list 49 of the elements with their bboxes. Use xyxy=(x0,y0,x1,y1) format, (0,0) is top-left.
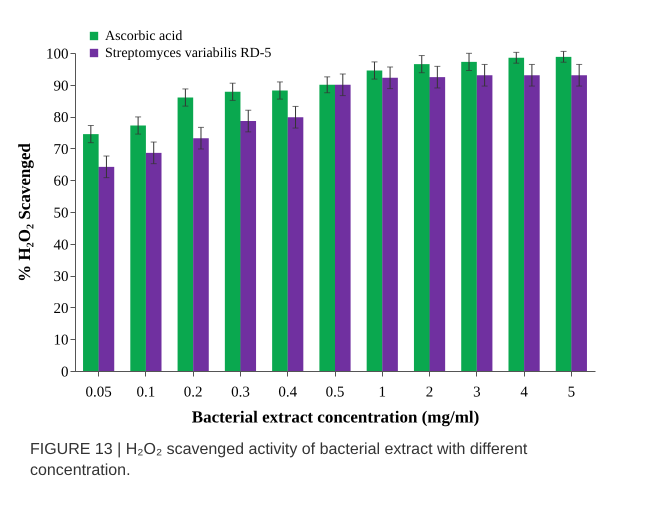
y-tick-label: 90 xyxy=(54,78,68,94)
y-tick-label: 60 xyxy=(54,174,68,190)
legend-label: Ascorbic acid xyxy=(105,29,182,44)
x-tick-label: 5 xyxy=(568,384,576,400)
y-tick-label: 10 xyxy=(54,332,68,349)
bar xyxy=(272,90,288,371)
bar xyxy=(178,98,194,371)
bar xyxy=(146,152,162,371)
x-tick-label: 2 xyxy=(426,384,434,400)
bar xyxy=(83,134,99,371)
bar xyxy=(335,84,351,371)
bar xyxy=(319,84,335,371)
x-tick-label: 0.5 xyxy=(326,384,344,400)
bar xyxy=(193,138,209,371)
x-tick-label: 1 xyxy=(378,384,386,400)
bar xyxy=(430,77,446,371)
bar xyxy=(461,62,477,371)
y-tick-label: 50 xyxy=(54,206,68,222)
bar xyxy=(224,92,240,371)
y-tick-label: 70 xyxy=(54,142,68,158)
x-tick-label: 0.4 xyxy=(278,384,298,400)
y-tick-label: 80 xyxy=(54,110,68,126)
bar xyxy=(414,64,430,371)
bar xyxy=(240,121,256,371)
x-tick-label: 0.05 xyxy=(86,384,112,400)
bar xyxy=(508,58,524,371)
x-axis-title: Bacterial extract concentration (mg/ml) xyxy=(192,408,480,426)
y-tick-label: 30 xyxy=(54,269,68,286)
bar xyxy=(571,75,587,371)
x-tick-label: 0.2 xyxy=(184,384,203,400)
x-tick-label: 0.3 xyxy=(231,384,250,400)
bar xyxy=(556,56,572,371)
bar xyxy=(524,75,540,371)
x-tick-label: 0.1 xyxy=(136,384,156,400)
bar xyxy=(98,166,114,371)
bar xyxy=(130,126,146,371)
y-tick-label: 40 xyxy=(54,237,68,254)
bar xyxy=(476,75,492,371)
caption: FIGURE 13 | H₂O₂ scavenged activity of bacterial extract with different concentration. xyxy=(30,440,528,481)
legend-label: Streptomyces variabilis RD-5 xyxy=(105,46,272,61)
y-axis-title: % H₂O₂ Scavenged xyxy=(15,142,34,282)
y-tick-label: 20 xyxy=(54,300,68,317)
bar xyxy=(366,70,382,371)
y-tick-label: 100 xyxy=(46,46,68,62)
bar xyxy=(382,78,398,371)
x-tick-label: 4 xyxy=(520,384,528,400)
bar xyxy=(288,117,304,371)
y-tick-label: 0 xyxy=(61,364,68,380)
x-tick-label: 3 xyxy=(473,384,481,400)
